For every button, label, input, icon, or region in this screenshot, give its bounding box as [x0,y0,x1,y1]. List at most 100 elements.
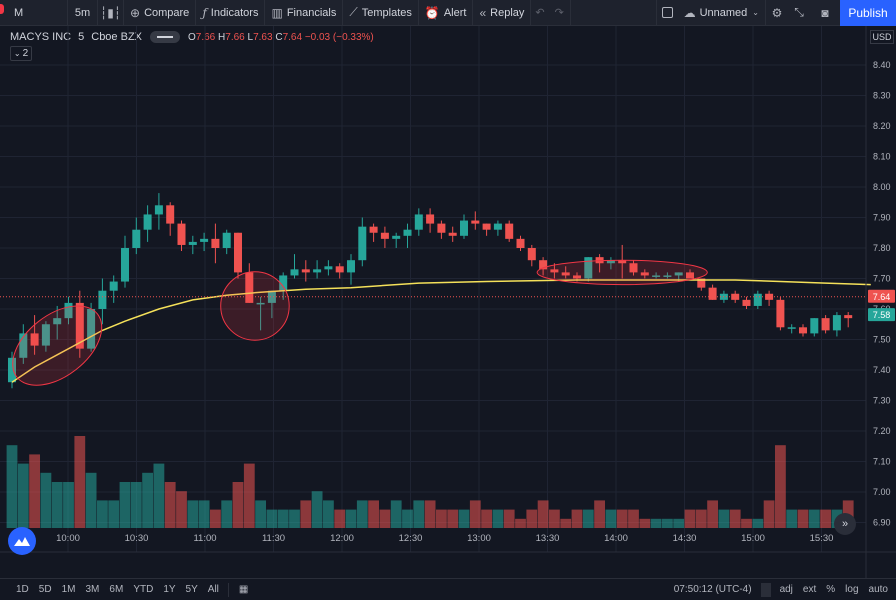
publish-button[interactable]: Publish [840,0,896,26]
volume-bar [763,500,775,528]
legend-visibility-toggle[interactable] [150,31,180,43]
candle-body [414,214,423,230]
range-button-6m[interactable]: 6M [109,584,124,595]
volume-bar [356,500,368,528]
range-button-1y[interactable]: 1Y [163,584,176,595]
time-tick-label: 10:00 [56,533,80,544]
time-tick-label: 15:30 [810,533,834,544]
volume-bar [176,491,187,528]
indicators-button[interactable]: ƒ Indicators [196,0,266,26]
change-value: −0.03 (−0.33%) [304,31,374,43]
time-tick-label: 14:30 [673,533,697,544]
volume-bar [390,500,402,528]
log-toggle[interactable]: log [845,584,859,595]
candle-body [505,223,514,239]
interval-button[interactable]: 5m [68,0,98,26]
price-tick-label: 7.20 [873,426,891,436]
volume-bar [752,518,764,528]
candle-body [776,299,785,328]
compare-button[interactable]: ⊕ Compare [124,0,197,26]
candle-body [437,223,446,233]
range-button-all[interactable]: All [207,584,219,595]
volume-bar [808,509,820,528]
range-button-ytd[interactable]: YTD [133,584,154,595]
range-button-5d[interactable]: 5D [38,584,52,595]
volume-bar [662,518,673,528]
candle-body [697,278,706,288]
candle-body [313,269,322,273]
separator [760,582,771,597]
volume-bar [447,509,459,528]
price-tick-label: 7.00 [873,487,891,497]
alert-button[interactable]: ⏰ Alert [419,0,474,26]
templates-button[interactable]: ⟋ Templates [343,0,419,26]
indicators-collapse-button[interactable]: ⌄ 2 [10,46,32,61]
close-label: C [275,31,283,43]
candle-body [279,275,288,291]
price-tick-label: 8.40 [873,60,891,70]
separator [227,582,229,597]
chart-type-button[interactable]: ┆▮┆ [98,0,124,26]
range-button-1d[interactable]: 1D [16,584,29,595]
volume-bar [775,445,786,528]
range-button-3m[interactable]: 3M [85,584,100,595]
undo-button[interactable]: ↶ [531,0,548,26]
time-readout[interactable]: 07:50:12 (UTC-4) [673,584,752,595]
financials-button[interactable]: ▥ Financials [265,0,344,26]
symbol-search-button[interactable]: M [0,0,68,26]
candle-body [573,275,581,279]
candle-body [482,223,491,230]
layout-name-button[interactable]: ☁ Unnamed ⌄ [678,0,766,26]
redo-button[interactable]: ↷ [549,0,571,26]
select-layout-button[interactable] [655,0,678,26]
candle-body [200,238,209,242]
price-chart[interactable]: 8.408.308.208.108.007.907.807.707.607.50… [0,26,896,578]
snapshot-button[interactable]: ◙ [814,0,836,26]
symbol-name[interactable]: MACYS INC [10,31,72,43]
settings-button[interactable]: ⚙ [766,0,788,26]
annotation-ellipse [12,305,103,386]
volume-bar [17,463,29,528]
fullscreen-button[interactable]: ⤡ [788,0,810,26]
candle-body [618,260,627,264]
price-tick-label: 8.20 [873,121,891,131]
ma-badge-label: 7.58 [873,310,891,320]
volume-bar [594,500,605,528]
templates-icon: ⟋ [349,5,358,19]
bottom-toolbar: 1D 5D 1M 3M 6M YTD 1Y 5Y All ▦ 07:50:12 (UTC-4) … [0,578,896,600]
toolbar-right: ☁ Unnamed ⌄ ⚙ ⤡ ◙ Publish [655,0,896,26]
time-tick-label: 12:00 [330,533,354,544]
volume-bar [673,518,685,528]
tradingview-logo[interactable] [8,527,36,555]
volume-bar [97,500,108,528]
adj-toggle[interactable]: adj [779,584,793,595]
replay-button[interactable]: « Replay [473,0,532,26]
candle-body [799,327,807,334]
candle-body [460,220,468,236]
volume-bar [469,500,481,528]
candle-body [30,333,39,346]
currency-label[interactable]: USD [870,30,894,44]
candle-body [674,272,683,276]
high-value: 7.66 [225,31,245,43]
alert-label: Alert [443,6,467,19]
range-button-5y[interactable]: 5Y [185,584,198,595]
time-tick-label: 10:30 [125,533,149,544]
price-badges: 7.64 7.58 [868,289,895,322]
volume-bar [684,509,696,528]
ext-toggle[interactable]: ext [802,584,817,595]
percent-toggle[interactable]: % [826,584,836,595]
volume-bar [515,518,526,528]
volume-bar [40,472,52,528]
replay-label: Replay [490,6,525,19]
candle-body [245,272,254,303]
goto-date-button[interactable]: ▦ [233,584,254,595]
range-button-1m[interactable]: 1M [61,584,76,595]
candle-body [87,309,96,349]
auto-toggle[interactable]: auto [868,584,888,595]
volume-bar [436,509,447,528]
volume-bar [560,518,572,528]
price-tick-label: 7.30 [873,396,891,406]
scroll-to-realtime-button[interactable]: » [834,513,856,535]
candle-body [256,302,265,305]
